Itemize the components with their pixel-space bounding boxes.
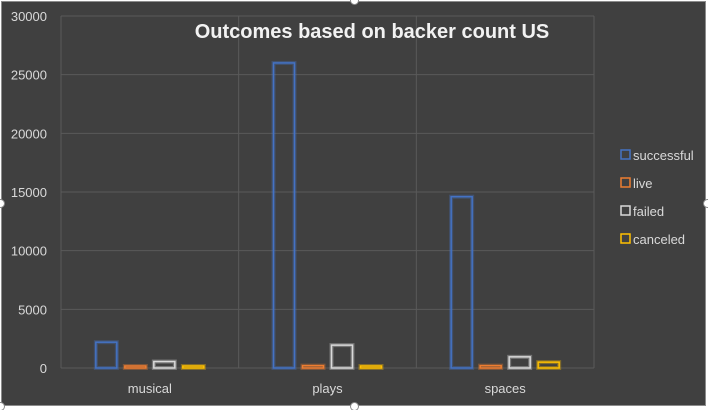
resize-handle-bottom-left[interactable] — [0, 402, 5, 410]
bar-successful-spaces-glow — [449, 194, 475, 370]
resize-handle-bottom[interactable] — [350, 402, 359, 410]
bar-successful-spaces — [449, 194, 475, 370]
resize-handle-top[interactable] — [350, 0, 359, 5]
bar-successful-spaces-outline — [450, 195, 473, 369]
resize-handle-left[interactable] — [0, 199, 5, 208]
bar-failed-plays — [329, 343, 355, 370]
legend-swatch-failed — [620, 205, 631, 216]
bar-canceled-musical — [180, 364, 206, 370]
bar-canceled-spaces-outline — [537, 361, 560, 369]
resize-handle-right[interactable] — [703, 199, 708, 208]
chart-title: Outcomes based on backer count US — [195, 21, 550, 43]
bar-canceled-spaces-glow — [536, 360, 562, 370]
bar-failed-spaces-glow — [507, 354, 533, 370]
bar-successful-plays-outline — [272, 62, 296, 369]
bar-failed-musical — [151, 359, 177, 370]
bar-successful-plays-glow — [271, 60, 297, 371]
y-tick-label: 15000 — [11, 185, 47, 200]
bar-canceled-spaces — [536, 360, 562, 370]
bar-successful-musical-glow — [93, 340, 119, 371]
bar-failed-plays-outline — [330, 344, 354, 369]
y-tick-label: 5000 — [18, 302, 47, 317]
y-tick-label: 0 — [40, 361, 47, 376]
bar-live-plays-outline — [301, 364, 325, 369]
bar-canceled-plays — [358, 364, 384, 370]
y-tick-label: 25000 — [11, 68, 47, 83]
bar-canceled-plays-outline — [359, 365, 383, 369]
y-tick-label: 30000 — [11, 9, 47, 24]
bar-live-plays — [300, 363, 326, 370]
bar-live-spaces-outline — [479, 364, 502, 369]
bar-failed-spaces — [507, 354, 533, 370]
legend-swatch-canceled — [620, 233, 631, 244]
x-tick-label: plays — [312, 381, 343, 396]
y-tick-label: 20000 — [11, 126, 47, 141]
legend-label-live: live — [633, 176, 653, 191]
bar-live-musical-outline — [124, 365, 147, 369]
bar-failed-musical-glow — [151, 359, 177, 370]
bar-successful-musical-outline — [95, 341, 118, 369]
legend-swatch-successful — [620, 149, 631, 160]
bar-failed-musical-outline — [153, 360, 176, 369]
bar-failed-plays-glow — [329, 343, 355, 370]
bar-failed-spaces-outline — [508, 356, 531, 369]
bar-successful-plays — [271, 60, 297, 371]
legend-label-successful: successful — [633, 148, 694, 163]
bar-successful-musical — [93, 340, 119, 371]
legend-swatch-live — [620, 177, 631, 188]
y-tick-label: 10000 — [11, 244, 47, 259]
x-tick-label: musical — [128, 381, 172, 396]
legend-label-canceled: canceled — [633, 232, 685, 247]
bar-live-musical — [122, 364, 148, 370]
bar-live-spaces — [478, 363, 504, 370]
legend-label-failed: failed — [633, 204, 664, 219]
x-tick-label: spaces — [485, 381, 527, 396]
bar-canceled-musical-outline — [182, 365, 205, 369]
